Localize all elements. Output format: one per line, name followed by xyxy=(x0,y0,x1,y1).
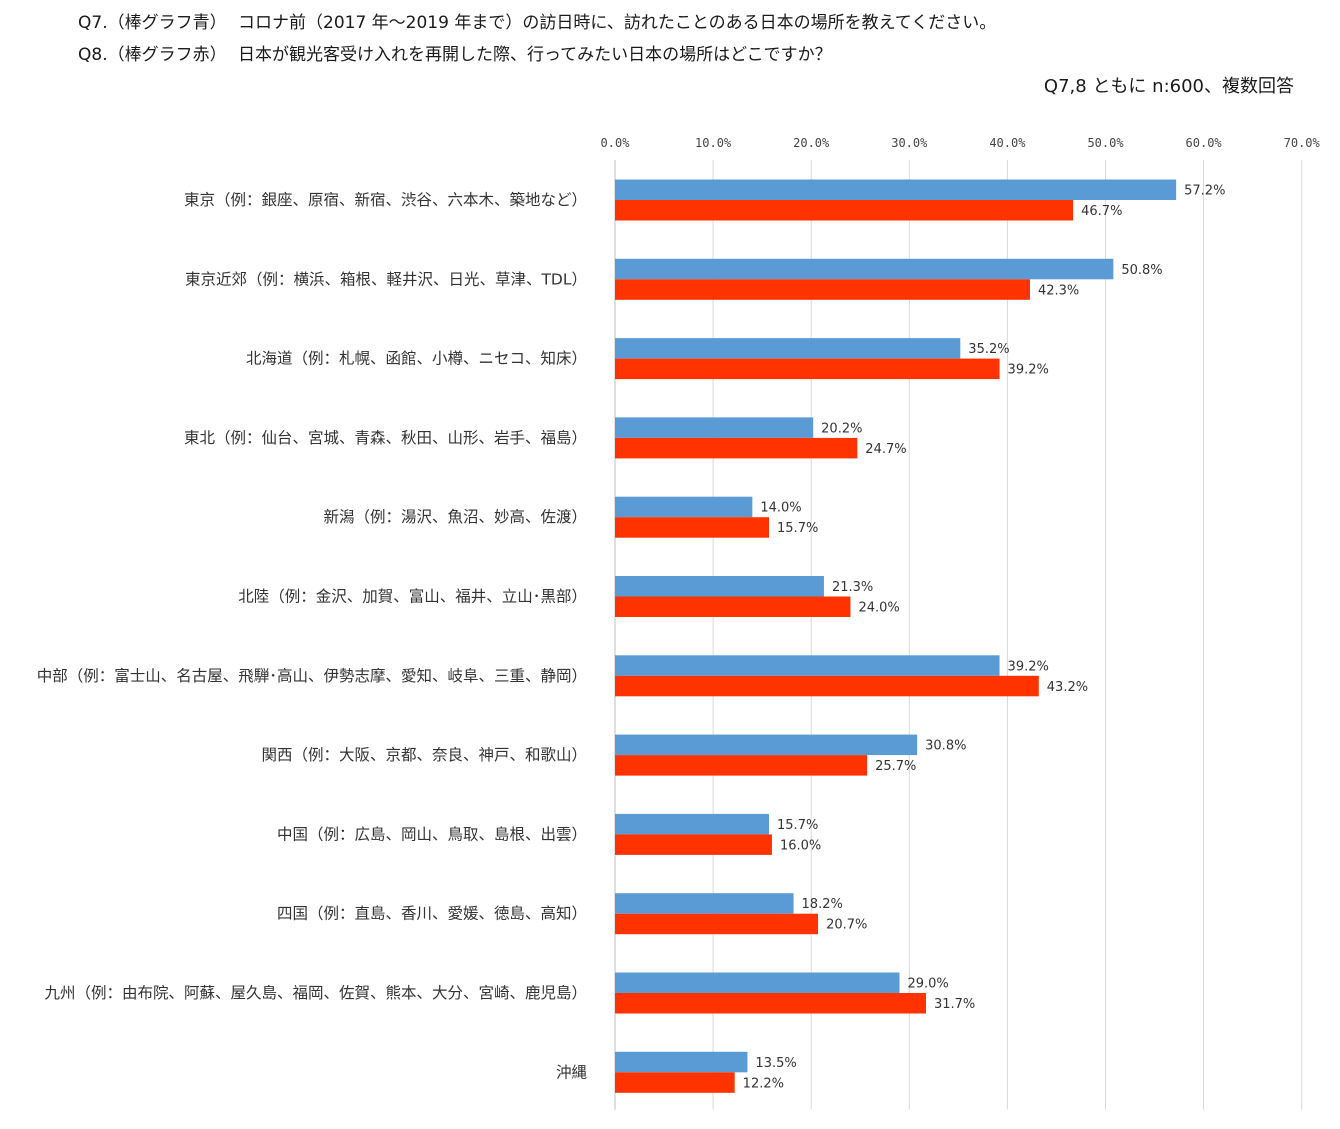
data-label-q7: 29.0% xyxy=(907,977,948,992)
data-label-q8: 25.7% xyxy=(875,759,916,774)
category-label: 北海道（例：札幌、函館、小樽、ニセコ、知床） xyxy=(246,350,587,368)
bar-q8 xyxy=(615,913,819,935)
data-label-q8: 42.3% xyxy=(1038,283,1079,298)
data-label-q8: 20.7% xyxy=(826,918,867,933)
data-label-q8: 39.2% xyxy=(1008,363,1049,378)
bar-q7 xyxy=(615,972,900,993)
bar-q8 xyxy=(615,517,770,538)
bar-q8 xyxy=(615,200,1074,221)
category-label: 東京（例：銀座、原宿、新宿、渋谷、六本木、築地など） xyxy=(184,191,587,209)
bar-q7 xyxy=(615,576,824,597)
data-label-q7: 50.8% xyxy=(1121,263,1162,278)
q7-id: Q7.（棒グラフ青） xyxy=(78,13,227,33)
data-label-q8: 24.7% xyxy=(865,442,906,457)
data-label-q8: 16.0% xyxy=(780,838,821,853)
bar-q8 xyxy=(615,755,868,776)
category-label: 新潟（例：湯沢、魚沼、妙高、佐渡） xyxy=(323,508,587,526)
bar-q8 xyxy=(615,437,858,459)
data-label-q7: 39.2% xyxy=(1008,659,1049,674)
data-label-q7: 20.2% xyxy=(821,421,862,436)
bar-q7 xyxy=(615,734,918,756)
bar-q7 xyxy=(615,179,1177,200)
data-label-q8: 46.7% xyxy=(1081,204,1122,219)
category-label: 中国（例：広島、岡山、鳥取、島根、出雲） xyxy=(277,825,587,843)
category-label: 九州（例：由布院、阿蘇、屋久島、福岡、佐賀、熊本、大分、宮崎、鹿児島） xyxy=(44,983,587,1002)
bar-q7 xyxy=(615,417,814,438)
x-tick-label: 20.0% xyxy=(793,136,830,150)
q7-text: コロナ前（2017 年～2019 年まで）の訪日時に、訪れたことのある日本の場所… xyxy=(238,13,997,33)
bar-q8 xyxy=(615,358,1000,380)
q8-id: Q8.（棒グラフ赤） xyxy=(78,45,227,65)
x-tick-label: 60.0% xyxy=(1186,136,1223,150)
category-label: 四国（例：直島、香川、愛媛、徳島、高知） xyxy=(277,905,587,923)
data-label-q7: 18.2% xyxy=(802,897,843,912)
bar-q8 xyxy=(615,279,1030,300)
data-label-q8: 24.0% xyxy=(858,601,899,616)
bar-q7 xyxy=(615,496,753,518)
data-label-q7: 13.5% xyxy=(755,1056,796,1071)
data-label-q7: 21.3% xyxy=(832,580,873,595)
data-label-q8: 43.2% xyxy=(1047,680,1088,695)
bar-q7 xyxy=(615,1051,748,1073)
x-tick-label: 40.0% xyxy=(989,136,1026,150)
x-tick-label: 30.0% xyxy=(891,136,928,150)
category-label: 東京近郊（例：横浜、箱根、軽井沢、日光、草津、TDL） xyxy=(185,270,587,288)
data-label-q7: 35.2% xyxy=(968,342,1009,357)
bar-q8 xyxy=(615,993,926,1014)
data-label-q7: 14.0% xyxy=(760,501,801,516)
sample-note: Q7,8 ともに n:600、複数回答 xyxy=(1043,76,1294,97)
category-label: 中部（例：富士山、名古屋、飛騨･高山、伊勢志摩、愛知、岐阜、三重、静岡） xyxy=(37,667,587,685)
data-label-q7: 57.2% xyxy=(1184,184,1225,199)
bar-q7 xyxy=(615,338,961,359)
question-q8: Q8.（棒グラフ赤） 日本が観光客受け入れを再開した際、行ってみたい日本の場所はど… xyxy=(78,40,832,65)
x-tick-label: 10.0% xyxy=(695,136,732,150)
bar-q7 xyxy=(615,893,794,914)
q8-text: 日本が観光客受け入れを再開した際、行ってみたい日本の場所はどこですか？ xyxy=(238,45,832,65)
data-label-q8: 12.2% xyxy=(743,1076,784,1091)
bar-q7 xyxy=(615,655,1000,676)
data-label-q8: 15.7% xyxy=(777,521,818,536)
bar-q7 xyxy=(615,813,770,835)
category-label: 沖縄 xyxy=(556,1063,588,1081)
x-tick-label: 70.0% xyxy=(1284,136,1321,150)
x-tick-label: 50.0% xyxy=(1087,136,1124,150)
data-label-q7: 15.7% xyxy=(777,818,818,833)
category-label: 東北（例：仙台、宮城、青森、秋田、山形、岩手、福島） xyxy=(184,429,587,447)
category-label: 関西（例：大阪、京都、奈良、神戸、和歌山） xyxy=(261,746,587,764)
bar-q7 xyxy=(615,258,1114,280)
category-label: 北陸（例：金沢、加賀、富山、福井、立山･黒部） xyxy=(238,588,587,606)
bar-q8 xyxy=(615,834,772,855)
x-tick-label: 0.0% xyxy=(601,136,631,150)
question-q7: Q7.（棒グラフ青） コロナ前（2017 年～2019 年まで）の訪日時に、訪れた… xyxy=(78,8,996,33)
data-label-q7: 30.8% xyxy=(925,739,966,754)
bar-q8 xyxy=(615,596,851,617)
bar-q8 xyxy=(615,1072,735,1093)
bar-q8 xyxy=(615,675,1039,697)
data-label-q8: 31.7% xyxy=(934,997,975,1012)
